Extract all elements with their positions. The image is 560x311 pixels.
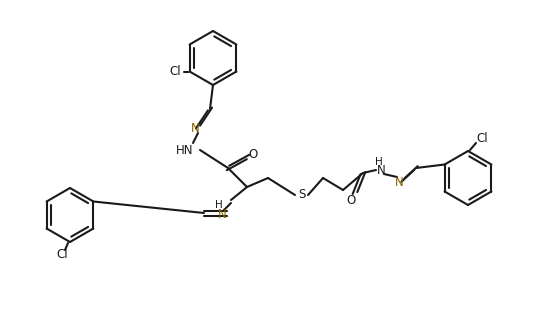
Text: H: H (375, 157, 383, 167)
Text: S: S (298, 188, 306, 202)
Text: O: O (249, 147, 258, 160)
Text: Cl: Cl (56, 248, 68, 262)
Text: N: N (218, 207, 226, 220)
Text: N: N (377, 164, 385, 177)
Text: Cl: Cl (170, 65, 181, 78)
Text: N: N (190, 123, 199, 136)
Text: H: H (215, 200, 223, 210)
Text: O: O (347, 193, 356, 207)
Text: Cl: Cl (476, 132, 488, 146)
Text: HN: HN (176, 143, 194, 156)
Text: N: N (395, 177, 403, 189)
